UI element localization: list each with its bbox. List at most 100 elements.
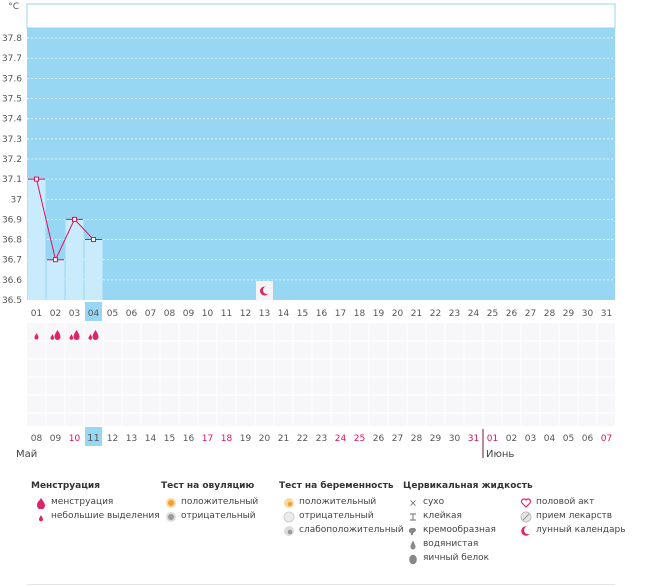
y-tick-label: 36.5 [2, 296, 22, 306]
cycle-day-label: 29 [563, 309, 575, 319]
legend-title-cervical: Цервикальная жидкость [403, 481, 533, 491]
legend-label: лунный календарь [536, 525, 626, 535]
temperature-line [36, 178, 94, 262]
calendar-date-label: 09 [50, 434, 62, 444]
legend-item-sticky: клейкая [403, 509, 533, 523]
legend-title-menstruation: Менструация [31, 481, 100, 491]
legend-item-pregnancy-weak: слабоположительный [279, 523, 404, 537]
y-tick-label: 37.1 [2, 175, 22, 185]
calendar-date-label: 27 [392, 434, 403, 444]
legend-label: сухо [423, 497, 445, 507]
legend-item-medication: прием лекарств [516, 509, 626, 523]
legend-title-pregnancy: Тест на беременность [279, 481, 394, 491]
dry-icon [410, 500, 416, 506]
calendar-date-label: 15 [164, 434, 175, 444]
y-tick-label: 37.7 [2, 54, 22, 64]
cycle-day-label: 20 [392, 309, 404, 319]
menstruation-heavy-drop [54, 330, 61, 340]
calendar-date-label: 22 [297, 434, 308, 444]
calendar-date-label: 05 [563, 434, 574, 444]
legend-label: слабоположительный [299, 525, 404, 535]
drop-light-icon [39, 515, 43, 522]
cycle-day-label: 24 [468, 309, 480, 319]
cycle-day-label: 19 [373, 309, 385, 319]
calendar-date-label: 04 [544, 434, 556, 444]
calendar-date-label: 18 [221, 434, 233, 444]
legend-title-ovulation: Тест на овуляцию [161, 481, 255, 491]
cycle-day-label: 15 [297, 309, 308, 319]
cycle-day-label: 06 [126, 309, 138, 319]
y-tick-label: 37.5 [2, 95, 22, 105]
calendar-date-label: 31 [468, 434, 479, 444]
cycle-day-label: 25 [487, 309, 498, 319]
temperature-point [34, 176, 39, 182]
drop-heavy-icon [37, 498, 45, 509]
cycle-day-label: 18 [354, 309, 366, 319]
menstruation-heavy-drop-small [88, 334, 93, 340]
cycle-day-label: 14 [278, 309, 290, 319]
menstruation-heavy-drop [73, 330, 80, 340]
cycle-day-label: 27 [525, 309, 536, 319]
temperature-bar [65, 219, 84, 300]
legend-item-pregnancy-positive: положительный [279, 495, 404, 509]
calendar-date-label: 07 [601, 434, 612, 444]
legend-item-dry: сухо [403, 495, 533, 509]
calendar-date-label: 23 [316, 434, 327, 444]
cycle-day-label: 10 [202, 309, 214, 319]
plot-area [27, 28, 615, 300]
calendar-date-label: 24 [335, 434, 347, 444]
legend-item-ovulation-positive: положительный [161, 495, 258, 509]
ovulation-positive-icon [166, 498, 176, 508]
sticky-icon [410, 513, 416, 521]
plot-frame [26, 3, 616, 29]
y-tick-label: 37 [11, 195, 22, 205]
calendar-date-label: 12 [107, 434, 118, 444]
calendar-date-label: 29 [430, 434, 442, 444]
cycle-day-label: 12 [240, 309, 251, 319]
calendar-date-label: 21 [278, 434, 289, 444]
legend-cervical: Цервикальная жидкость сухо клейкая кремо… [403, 481, 533, 565]
cycle-day-label: 04 [88, 309, 100, 319]
calendar-date-label: 10 [69, 434, 81, 444]
ovulation-negative-icon [166, 512, 176, 522]
legend-item-ovulation-negative: отрицательный [161, 509, 258, 523]
calendar-date-label: 19 [240, 434, 252, 444]
cycle-day-label: 07 [145, 309, 156, 319]
calendar-date-label: 25 [354, 434, 365, 444]
legend-label: отрицательный [181, 511, 256, 521]
symptom-grid [27, 323, 615, 426]
cycle-day-label: 23 [449, 309, 460, 319]
calendar-date-label: 30 [449, 434, 461, 444]
temperature-point [91, 237, 96, 243]
calendar-date-label: 13 [126, 434, 137, 444]
legend-ovulation: Тест на овуляцию положительный отрицател… [161, 481, 258, 523]
cycle-day-label: 30 [582, 309, 594, 319]
y-tick-label: 37.4 [2, 115, 22, 125]
legend-label: яичный белок [423, 553, 490, 563]
cycle-day-label: 02 [50, 309, 61, 319]
y-tick-label: 36.8 [2, 236, 22, 246]
menstruation-light-drop [34, 333, 39, 340]
moon-icon [521, 526, 532, 536]
cycle-day-label: 26 [506, 309, 518, 319]
menstruation-heavy-drop [92, 330, 99, 340]
legend-label: положительный [181, 497, 259, 507]
cycle-day-label: 03 [69, 309, 80, 319]
legend-item-pregnancy-negative: отрицательный [279, 509, 404, 523]
calendar-date-label: 02 [506, 434, 517, 444]
pregnancy-negative-icon [283, 511, 295, 523]
legend-item-creamy: кремообразная [403, 523, 533, 537]
current-day-highlight [85, 302, 102, 321]
menstruation-heavy-drop-small [50, 334, 55, 340]
month-label: Июнь [486, 449, 514, 460]
legend-label: менструация [51, 497, 114, 507]
legend-label: кремообразная [423, 525, 496, 535]
legend-menstruation: Менструация менструация небольшие выделе… [31, 481, 160, 523]
y-tick-label: 37.8 [2, 34, 22, 44]
watery-icon [410, 540, 416, 550]
y-tick-label: 37.6 [2, 74, 22, 84]
y-unit-label: °C [8, 2, 19, 12]
y-tick-label: 36.6 [2, 276, 22, 286]
cycle-day-label: 16 [316, 309, 328, 319]
calendar-date-label: 01 [487, 434, 498, 444]
